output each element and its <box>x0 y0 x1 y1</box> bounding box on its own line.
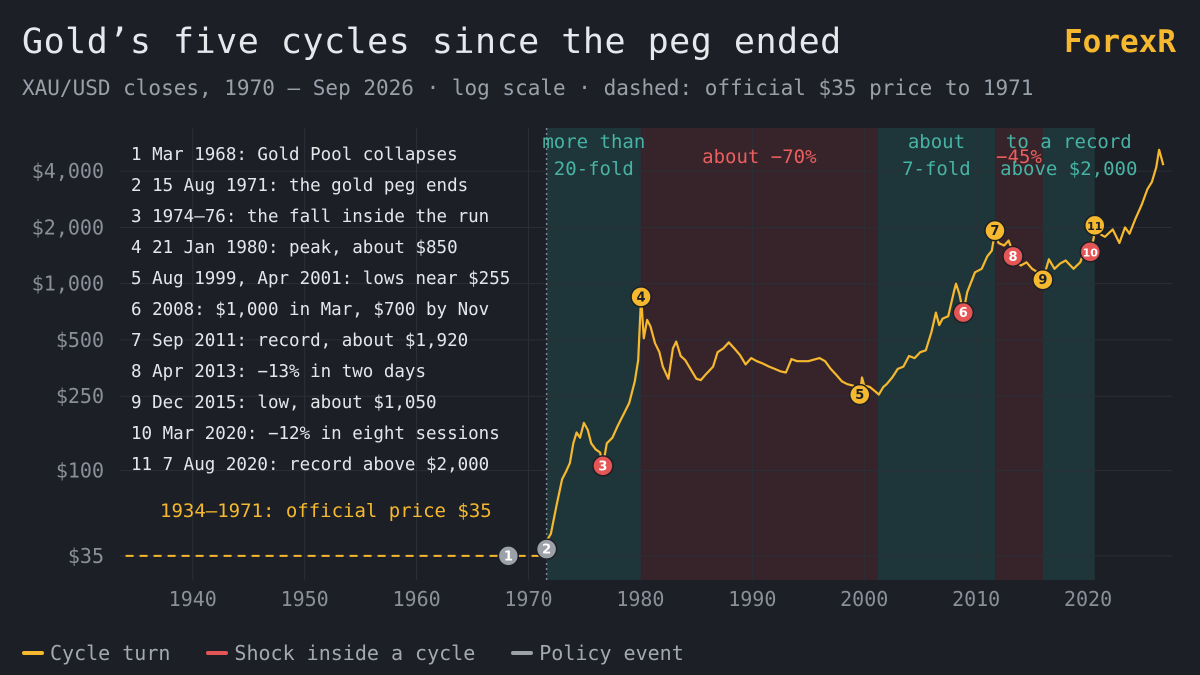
x-tick-label: 2000 <box>840 587 888 611</box>
x-tick-label: 1990 <box>728 587 776 611</box>
band-label: about <box>908 131 965 153</box>
cycle-bands <box>546 128 1095 580</box>
marker-4: 4 <box>630 286 652 308</box>
band-label: more than <box>542 131 645 153</box>
x-tick-label: 1980 <box>616 587 664 611</box>
legend-swatch-shock <box>206 651 229 655</box>
cycle-band-5 <box>1042 128 1095 580</box>
marker-10: 10 <box>1079 241 1102 263</box>
event-markers: 1 2 3 4 5 6 78 9 10 11 <box>497 214 1106 567</box>
legend: Cycle turn Shock inside a cycle Policy e… <box>22 641 720 665</box>
cycle-band-1 <box>546 128 642 580</box>
x-tick-label: 1950 <box>281 587 329 611</box>
band-label: to a record <box>1006 131 1132 153</box>
brand-logo: ForexR <box>1064 24 1176 60</box>
marker-3: 3 <box>592 455 614 477</box>
x-tick-label: 2010 <box>952 587 1000 611</box>
marker-label: 7 <box>990 224 999 239</box>
price-series: 1934–1971: official price $35 <box>125 148 1165 557</box>
event-list-item: 6 2008: $1,000 in Mar, $700 by Nov <box>131 300 489 320</box>
legend-item-policy: Policy event <box>511 641 684 665</box>
marker-circle <box>497 545 520 567</box>
marker-label: 5 <box>855 388 864 403</box>
legend-item-shock: Shock inside a cycle <box>206 641 475 665</box>
marker-circle <box>592 455 614 477</box>
y-tick-label: $2,000 <box>32 215 104 239</box>
event-list-item: 2 15 Aug 1971: the gold peg ends <box>131 176 468 196</box>
marker-label: 8 <box>1008 250 1017 265</box>
legend-swatch-cycle-turn <box>22 651 44 655</box>
y-tick-label: $500 <box>56 328 104 352</box>
marker-circle <box>1002 245 1024 268</box>
cycle-band-3 <box>877 128 996 580</box>
x-tick-label: 1940 <box>169 587 217 611</box>
marker-circle <box>1032 268 1054 291</box>
marker-label: 9 <box>1038 273 1047 288</box>
marker-label: 4 <box>637 290 646 305</box>
event-list-item: 1 Mar 1968: Gold Pool collapses <box>131 145 458 165</box>
y-tick-label: $100 <box>56 459 104 483</box>
event-list-item: 9 Dec 2015: low, about $1,050 <box>131 393 437 413</box>
marker-circle <box>849 383 871 406</box>
y-tick-label: $4,000 <box>32 159 104 183</box>
grid-lines <box>120 128 1172 580</box>
marker-5: 5 <box>849 383 871 406</box>
marker-label: 11 <box>1087 220 1102 233</box>
cycle-band-4 <box>995 128 1043 580</box>
band-label: 7-fold <box>902 158 971 180</box>
marker-circle <box>952 301 975 324</box>
y-tick-label: $1,000 <box>32 272 104 296</box>
marker-label: 2 <box>542 543 551 558</box>
marker-7: 7 <box>984 219 1006 242</box>
marker-11: 11 <box>1084 214 1106 237</box>
marker-label: 1 <box>504 549 513 564</box>
band-label: 20-fold <box>554 158 634 180</box>
official-price-label: 1934–1971: official price $35 <box>160 500 492 522</box>
gold-price-line <box>545 148 1165 542</box>
band-labels: more than 20-fold about −70% about 7-fold −45… <box>542 131 1137 180</box>
marker-label: 6 <box>959 306 968 321</box>
legend-swatch-policy <box>511 651 534 655</box>
legend-label-shock: Shock inside a cycle <box>234 641 476 665</box>
event-list-item: 7 Sep 2011: record, about $1,920 <box>131 331 468 351</box>
x-tick-label: 2020 <box>1064 587 1112 611</box>
marker-9: 9 <box>1032 268 1054 291</box>
cycle-band-2 <box>641 128 878 580</box>
event-list-item: 8 Apr 2013: −13% in two days <box>131 362 426 382</box>
x-tick-label: 1960 <box>392 587 440 611</box>
band-label: −45% <box>996 146 1042 168</box>
event-list-item: 5 Aug 1999, Apr 2001: lows near $255 <box>131 269 510 289</box>
event-list-item: 10 Mar 2020: −12% in eight sessions <box>131 424 500 444</box>
chart-title: Gold’s five cycles since the peg ended <box>22 22 842 62</box>
legend-label-policy: Policy event <box>539 641 684 665</box>
event-list-item: 3 1974–76: the fall inside the run <box>131 207 489 227</box>
x-tick-label: 1970 <box>504 587 552 611</box>
marker-8: 8 <box>1002 245 1024 268</box>
marker-circle <box>630 286 652 308</box>
marker-circle <box>535 538 558 560</box>
marker-circle <box>1079 241 1102 263</box>
legend-label-cycle-turn: Cycle turn <box>50 641 171 665</box>
band-label: above $2,000 <box>1000 158 1137 180</box>
marker-circle <box>1084 214 1106 237</box>
legend-item-cycle-turn: Cycle turn <box>22 641 170 665</box>
marker-6: 6 <box>952 301 975 324</box>
marker-1: 1 <box>497 545 520 567</box>
event-list: 1 Mar 1968: Gold Pool collapses 2 15 Aug … <box>131 145 510 475</box>
band-label: about −70% <box>702 146 817 168</box>
chart-subtitle: XAU/USD closes, 1970 – Sep 2026 · log sc… <box>22 76 1034 100</box>
y-tick-label: $35 <box>68 544 104 568</box>
marker-label: 10 <box>1083 246 1099 259</box>
event-list-item: 4 21 Jan 1980: peak, about $850 <box>131 238 458 258</box>
event-list-item: 11 7 Aug 2020: record above $2,000 <box>131 455 489 475</box>
y-tick-label: $250 <box>56 384 104 408</box>
marker-2: 2 <box>535 538 558 560</box>
marker-label: 3 <box>598 459 607 474</box>
marker-circle <box>984 219 1006 242</box>
